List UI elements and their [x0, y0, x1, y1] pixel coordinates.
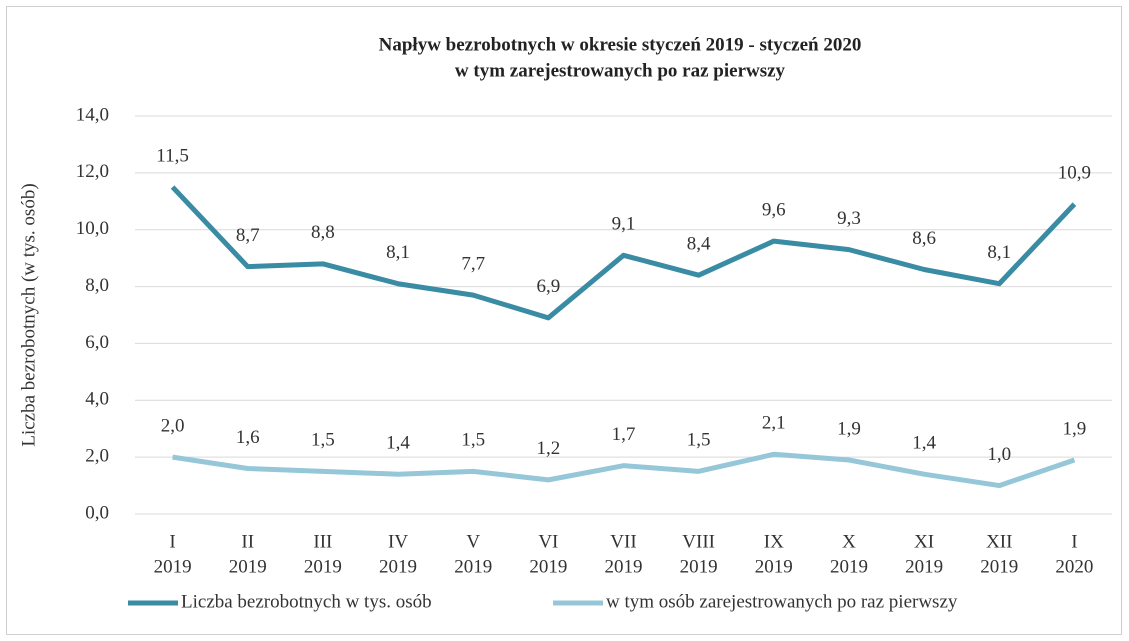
data-label: 1,6: [236, 427, 260, 448]
x-tick-label: 2019: [229, 556, 267, 577]
data-label: 1,4: [386, 433, 410, 454]
chart-title: Napływ bezrobotnych w okresie styczeń 20…: [379, 34, 862, 55]
data-label: 6,9: [536, 276, 560, 297]
data-label: 10,9: [1058, 162, 1091, 183]
y-tick-label: 4,0: [85, 389, 109, 410]
data-label: 1,0: [987, 444, 1011, 465]
x-tick-label: XII: [986, 531, 1012, 552]
y-axis-label: Liczba bezrobotnych (w tys. osób): [18, 183, 39, 446]
y-tick-label: 14,0: [76, 104, 109, 125]
x-tick-label: VIII: [682, 531, 715, 552]
data-label: 2,1: [762, 413, 786, 434]
data-label: 8,1: [386, 242, 410, 263]
series-line: [172, 451, 1076, 489]
data-label: 8,6: [912, 228, 936, 249]
y-tick-label: 8,0: [85, 275, 109, 296]
chart-title: w tym zarejestrowanych po raz pierwszy: [455, 60, 786, 81]
data-label: 7,7: [461, 253, 485, 274]
y-tick-label: 12,0: [76, 161, 109, 182]
data-label: 8,8: [311, 222, 335, 243]
data-label: 1,5: [687, 430, 711, 451]
x-tick-label: 2019: [379, 556, 417, 577]
y-tick-label: 6,0: [85, 332, 109, 353]
x-tick-label: 2019: [980, 556, 1018, 577]
y-tick-label: 0,0: [85, 502, 109, 523]
x-tick-label: XI: [914, 531, 934, 552]
y-tick-label: 2,0: [85, 446, 109, 467]
x-tick-label: 2019: [680, 556, 718, 577]
x-tick-label: 2019: [454, 556, 492, 577]
x-tick-label: 2019: [529, 556, 567, 577]
data-label: 2,0: [161, 416, 185, 437]
data-label: 1,4: [912, 433, 936, 454]
y-tick-label: 10,0: [76, 218, 109, 239]
x-tick-label: I: [169, 531, 175, 552]
x-tick-label: II: [241, 531, 254, 552]
x-tick-label: IV: [388, 531, 408, 552]
data-label: 1,9: [837, 418, 861, 439]
x-tick-label: 2019: [154, 556, 192, 577]
data-label: 1,5: [461, 430, 485, 451]
data-label: 9,1: [612, 214, 636, 235]
x-tick-label: I: [1071, 531, 1077, 552]
data-label: 1,2: [536, 438, 560, 459]
x-tick-label: X: [842, 531, 856, 552]
data-label: 8,7: [236, 225, 260, 246]
x-tick-label: 2019: [755, 556, 793, 577]
data-label: 8,1: [987, 242, 1011, 263]
data-label: 1,5: [311, 430, 335, 451]
data-label: 8,4: [687, 234, 711, 255]
legend-label: w tym osób zarejestrowanych po raz pierw…: [606, 591, 958, 612]
x-tick-label: 2019: [304, 556, 342, 577]
data-label: 9,6: [762, 199, 786, 220]
series-line: [170, 185, 1077, 321]
x-tick-label: IX: [764, 531, 784, 552]
x-tick-label: VII: [610, 531, 636, 552]
x-tick-label: 2019: [605, 556, 643, 577]
x-tick-label: 2019: [905, 556, 943, 577]
x-tick-label: VI: [538, 531, 558, 552]
data-label: 1,7: [612, 424, 636, 445]
legend-label: Liczba bezrobotnych w tys. osób: [181, 591, 432, 612]
x-tick-label: 2020: [1055, 556, 1093, 577]
x-tick-label: III: [313, 531, 332, 552]
x-tick-label: 2019: [830, 556, 868, 577]
data-label: 9,3: [837, 208, 861, 229]
data-label: 1,9: [1063, 418, 1087, 439]
data-label: 11,5: [156, 145, 189, 166]
x-tick-label: V: [466, 531, 480, 552]
chart-border: [6, 6, 1122, 635]
